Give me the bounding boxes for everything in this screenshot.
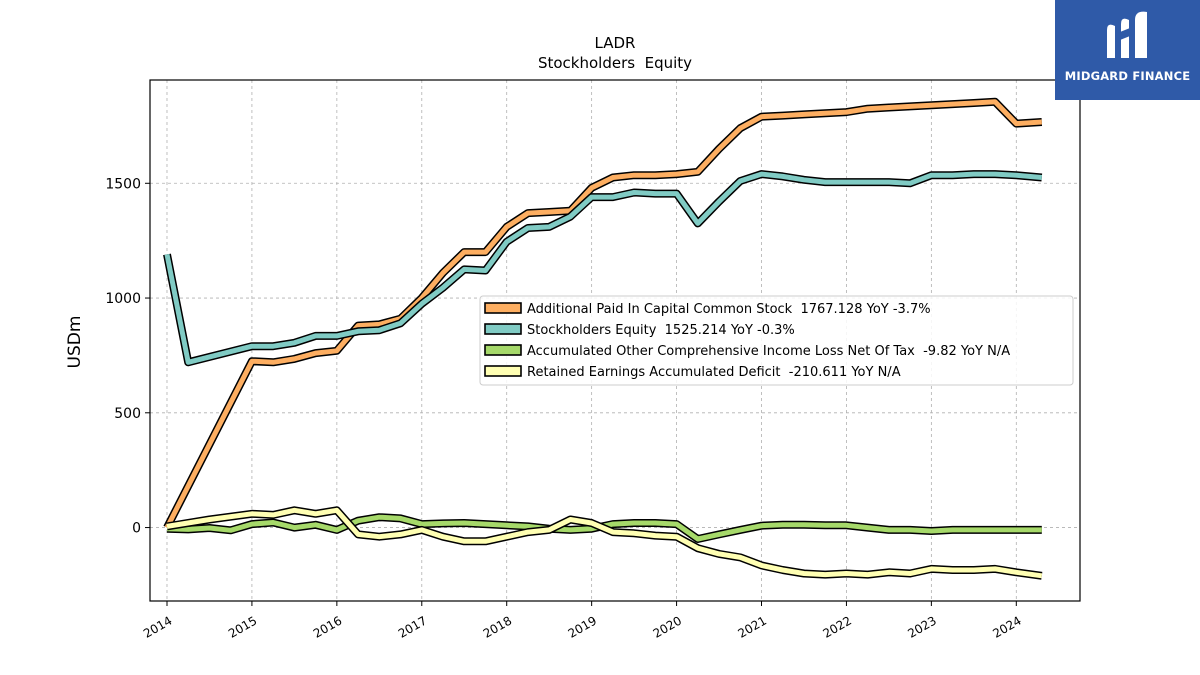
legend-swatch bbox=[484, 344, 522, 356]
legend-label: Stockholders Equity 1525.214 YoY -0.3% bbox=[527, 323, 795, 338]
series-stroke bbox=[164, 171, 1043, 365]
midgard-logo-icon bbox=[1107, 11, 1147, 59]
legend-swatch bbox=[484, 365, 522, 377]
legend-box bbox=[479, 295, 1074, 386]
series-layer bbox=[163, 97, 1043, 580]
legend-label: Additional Paid In Capital Common Stock … bbox=[527, 302, 931, 317]
legend-label: Accumulated Other Comprehensive Income L… bbox=[527, 344, 1010, 359]
plot-frame bbox=[149, 79, 1081, 602]
logo-text: MIDGARD FINANCE bbox=[1064, 69, 1191, 83]
midgard-finance-logo: MIDGARD FINANCE bbox=[1055, 0, 1200, 100]
legend: Additional Paid In Capital Common Stock … bbox=[479, 295, 1074, 386]
chart-subtitle: Stockholders Equity bbox=[538, 54, 692, 72]
series-line bbox=[166, 506, 1043, 580]
y-tick-label: 500 bbox=[114, 406, 141, 422]
legend-swatch bbox=[484, 323, 522, 335]
series-stroke bbox=[164, 99, 1042, 529]
y-tick-label: 0 bbox=[132, 521, 141, 537]
series-line bbox=[163, 170, 1043, 367]
series-stroke bbox=[166, 507, 1043, 579]
y-tick-label: 1500 bbox=[105, 176, 141, 192]
y-axis-label: USDm bbox=[65, 316, 85, 369]
y-tick-label: 1000 bbox=[105, 291, 141, 307]
legend-swatch bbox=[484, 302, 522, 314]
legend-label: Retained Earnings Accumulated Deficit -2… bbox=[527, 365, 901, 380]
chart-title: LADR bbox=[595, 34, 636, 52]
series-line bbox=[163, 97, 1043, 530]
